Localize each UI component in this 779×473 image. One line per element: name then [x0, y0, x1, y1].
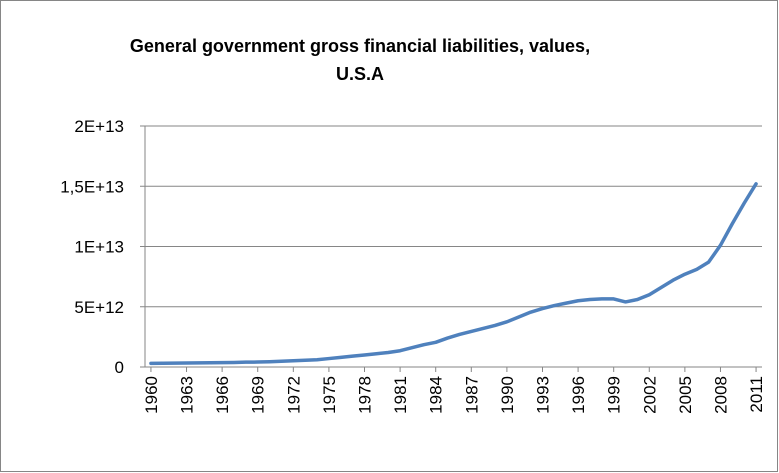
x-tick-label: 2005	[676, 376, 695, 414]
x-tick-label: 1990	[498, 376, 517, 414]
y-tick-label: 2E+13	[74, 117, 124, 136]
x-tick-label: 2011	[747, 376, 766, 413]
chart-title: General government gross financial liabi…	[129, 36, 591, 84]
y-tick-label: 0	[115, 358, 124, 377]
x-tick-label: 1960	[142, 376, 161, 414]
x-tick-label: 1993	[533, 376, 552, 414]
x-tick-label: 1999	[605, 376, 624, 414]
y-tick-label: 1,5E+13	[60, 177, 124, 196]
x-tick-label: 1966	[213, 376, 232, 414]
x-tick-label: 1978	[356, 376, 375, 414]
y-tick-label: 5E+12	[74, 298, 124, 317]
x-tick-label: 1981	[391, 376, 410, 414]
x-tick-label: 1972	[284, 376, 303, 414]
x-tick-label: 1975	[320, 376, 339, 414]
x-tick-label: 1996	[569, 376, 588, 414]
y-tick-label: 1E+13	[74, 238, 124, 257]
data-line	[149, 182, 758, 366]
x-tick-label: 2002	[640, 376, 659, 414]
x-tick-label: 1969	[249, 376, 268, 414]
x-tick-label: 1963	[178, 376, 197, 414]
x-tick-label: 1987	[462, 376, 481, 414]
x-tick-label: 2008	[711, 376, 730, 414]
x-tick-label: 1984	[427, 376, 446, 414]
